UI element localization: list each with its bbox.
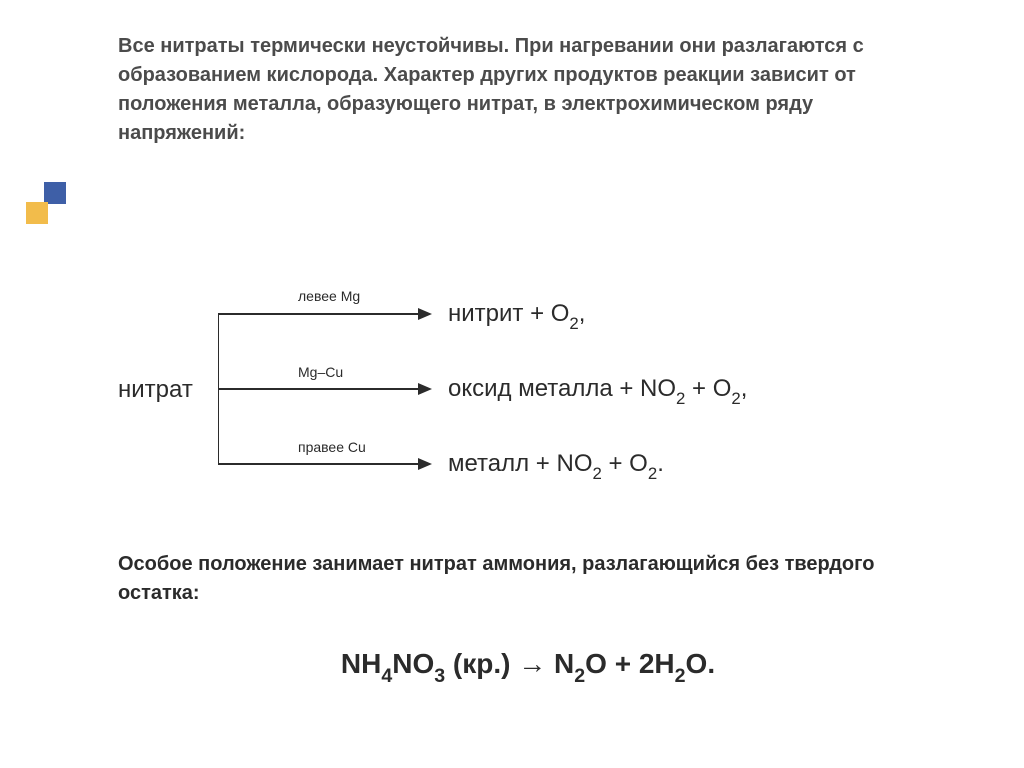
branch-result-1: оксид металла + NO2 + O2, <box>448 375 747 407</box>
equation: NH4NO3 (кр.) → N2O + 2H2O. <box>118 648 938 686</box>
branch-result-0: нитрит + O2, <box>448 300 585 332</box>
scheme-base-label: нитрат <box>118 376 193 404</box>
branch-label-2: правее Cu <box>298 439 366 455</box>
scheme-arrows: левее Mg нитрит + O2, Mg–Cu оксид металл… <box>218 274 918 504</box>
decor-square-blue <box>44 182 66 204</box>
slide-root: Все нитраты термически неустойчивы. При … <box>0 0 1024 768</box>
decor-square-orange <box>26 202 48 224</box>
note-paragraph: Особое положение занимает нитрат аммония… <box>118 550 938 608</box>
decomposition-scheme: нитрат левее Mg нитрит + O2, Mg–Cu <box>118 274 918 504</box>
decor-squares <box>26 182 66 224</box>
branch-result-2: металл + NO2 + O2. <box>448 450 664 482</box>
branch-label-1: Mg–Cu <box>298 364 343 380</box>
header-paragraph: Все нитраты термически неустойчивы. При … <box>118 32 918 148</box>
branch-label-0: левее Mg <box>298 288 360 304</box>
